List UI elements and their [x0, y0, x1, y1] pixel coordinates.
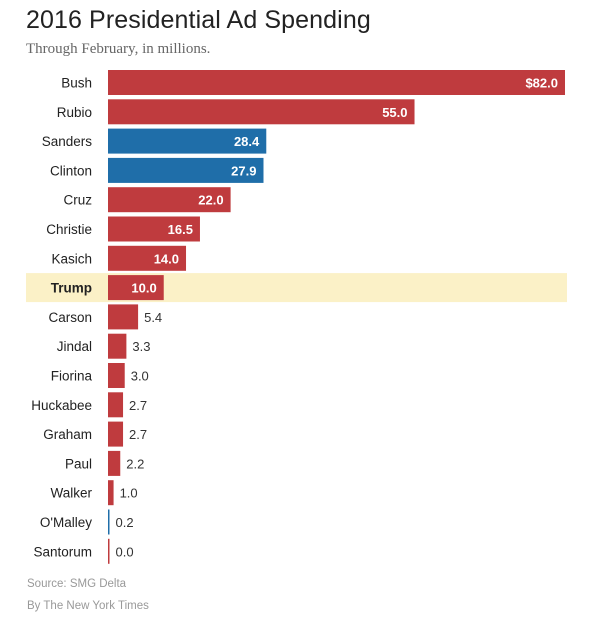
bar-christie: [108, 216, 200, 242]
category-label-huckabee: Huckabee: [31, 398, 92, 413]
category-label-trump: Trump: [51, 281, 92, 296]
value-label-huckabee: 2.7: [129, 398, 147, 413]
category-label-rubio: Rubio: [57, 105, 92, 120]
value-label-trump: 10.0: [131, 281, 156, 296]
highlight-band: [26, 273, 567, 303]
bar-paul: [108, 450, 121, 476]
value-label-bush: $82.0: [525, 76, 558, 91]
value-label-kasich: 14.0: [154, 251, 179, 266]
category-label-bush: Bush: [61, 76, 92, 91]
category-label-jindal: Jindal: [57, 339, 92, 354]
bar-graham: [108, 421, 124, 447]
value-label-paul: 2.2: [126, 456, 144, 471]
category-label-walker: Walker: [50, 486, 92, 501]
value-label-walker: 1.0: [120, 486, 138, 501]
category-label-cruz: Cruz: [63, 193, 92, 208]
value-label-cruz: 22.0: [198, 193, 223, 208]
bar-santorum: [108, 538, 110, 564]
credit-note: By The New York Times: [27, 600, 149, 612]
value-label-sanders: 28.4: [234, 134, 260, 149]
bar-trump: [108, 275, 164, 301]
bar-clinton: [108, 157, 264, 183]
bar-walker: [108, 480, 114, 506]
bar-sanders: [108, 128, 267, 154]
bar-o-malley: [108, 509, 110, 535]
category-label-o-malley: O'Malley: [40, 515, 92, 530]
bar-kasich: [108, 245, 187, 271]
value-label-fiorina: 3.0: [131, 369, 149, 384]
category-label-fiorina: Fiorina: [51, 369, 93, 384]
bar-huckabee: [108, 392, 124, 418]
bar-bush: [108, 70, 565, 95]
bar-cruz: [108, 187, 231, 213]
chart-title: 2016 Presidential Ad Spending: [26, 6, 371, 34]
value-label-jindal: 3.3: [132, 339, 150, 354]
value-label-carson: 5.4: [144, 310, 162, 325]
category-label-santorum: Santorum: [33, 544, 92, 559]
value-label-santorum: 0.0: [116, 544, 134, 559]
value-label-graham: 2.7: [129, 427, 147, 442]
category-label-kasich: Kasich: [51, 251, 92, 266]
category-label-paul: Paul: [65, 456, 92, 471]
value-label-o-malley: 0.2: [116, 515, 134, 530]
bar-fiorina: [108, 363, 125, 388]
chart-subtitle: Through February, in millions.: [26, 41, 211, 57]
category-label-graham: Graham: [43, 427, 92, 442]
value-label-christie: 16.5: [168, 222, 193, 237]
value-label-rubio: 55.0: [382, 105, 407, 120]
category-label-carson: Carson: [48, 310, 92, 325]
value-label-clinton: 27.9: [231, 163, 256, 178]
source-note: Source: SMG Delta: [27, 578, 127, 590]
category-label-christie: Christie: [46, 222, 92, 237]
bar-carson: [108, 304, 139, 330]
category-label-clinton: Clinton: [50, 163, 92, 178]
category-label-sanders: Sanders: [42, 134, 93, 149]
bar-jindal: [108, 333, 127, 359]
bar-rubio: [108, 99, 415, 125]
